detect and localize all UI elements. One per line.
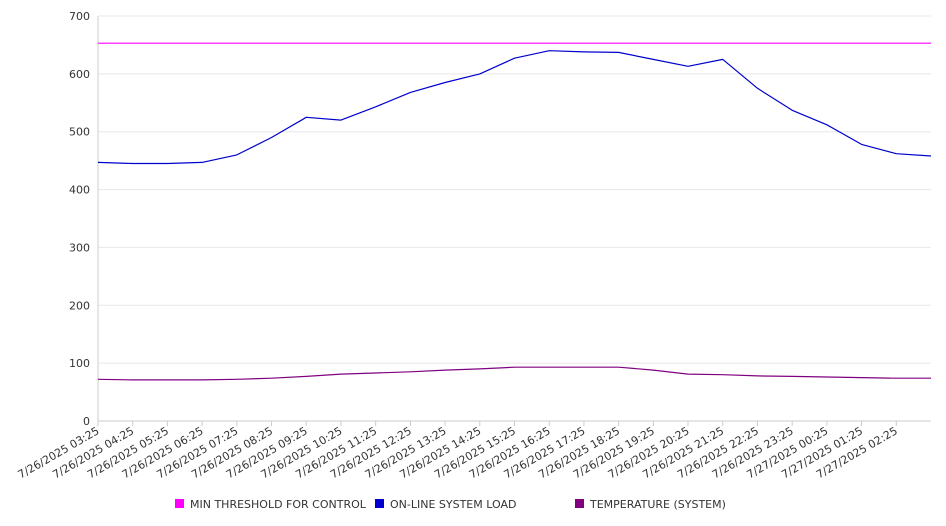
y-tick-label: 300: [69, 241, 90, 254]
y-tick-label: 100: [69, 357, 90, 370]
y-tick-labels: 0 100 200 300 400 500 600 700: [69, 10, 90, 428]
y-tick-label: 500: [69, 126, 90, 139]
legend-label: TEMPERATURE (SYSTEM): [589, 498, 726, 511]
legend-label: MIN THRESHOLD FOR CONTROL: [190, 498, 367, 511]
y-tick-label: 400: [69, 184, 90, 197]
legend-swatch: [375, 499, 384, 508]
gridlines: [98, 15, 931, 364]
legend-swatch: [175, 499, 184, 508]
y-tick-label: 600: [69, 68, 90, 81]
y-tick-label: 0: [83, 415, 90, 428]
series-lines: [97, 42, 932, 381]
series-line-2: [97, 366, 931, 381]
legend-swatch: [575, 499, 584, 508]
series-line-1: [97, 50, 932, 165]
x-tick-labels: 7/26/2025 03:257/26/2025 04:257/26/2025 …: [16, 424, 900, 481]
legend-label: ON-LINE SYSTEM LOAD: [390, 498, 516, 511]
y-tick-label: 700: [69, 10, 90, 23]
y-tick-label: 200: [69, 299, 90, 312]
axes: [97, 16, 931, 426]
legend: MIN THRESHOLD FOR CONTROL ON-LINE SYSTEM …: [175, 498, 726, 511]
